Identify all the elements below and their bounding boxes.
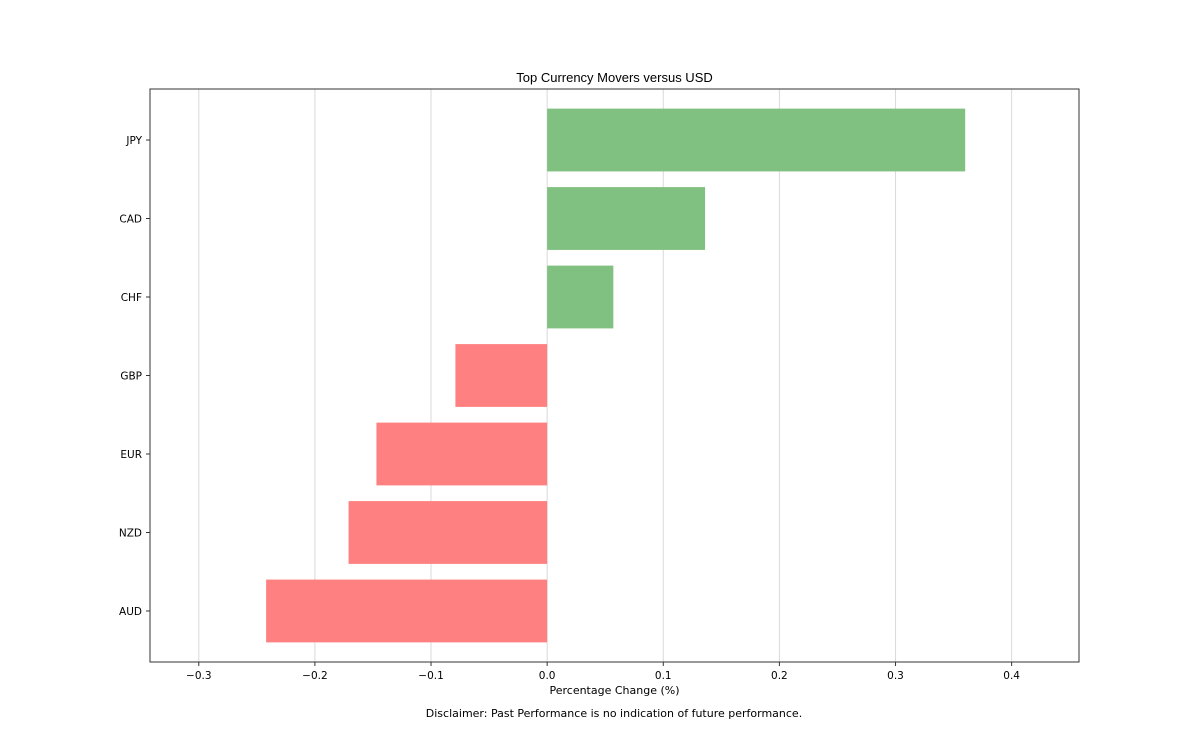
y-tick-label-aud: AUD: [119, 606, 142, 618]
y-tick-label-gbp: GBP: [120, 371, 142, 383]
x-tick-label-2: −0.1: [418, 670, 444, 682]
y-tick-label-chf: CHF: [121, 292, 142, 304]
x-tick-label-5: 0.2: [771, 670, 788, 682]
grid-lines: [198, 89, 1013, 662]
axis-ticks: −0.3 −0.2 −0.1 0.0 0.1 0.2 0.3 0.4 JPY CAD CHF GBP E…: [119, 135, 1020, 682]
bar-cad: [547, 187, 706, 250]
bar-chf: [547, 265, 614, 329]
plot-frame: [149, 88, 1080, 663]
y-tick-label-jpy: JPY: [125, 135, 142, 147]
x-tick-label-1: −0.2: [302, 670, 328, 682]
bar-jpy: [547, 108, 966, 172]
bar-gbp: [455, 344, 548, 407]
bars: [266, 108, 966, 643]
chart-title: Top Currency Movers versus USD: [516, 70, 713, 85]
x-tick-label-7: 0.4: [1003, 670, 1020, 682]
bar-eur: [376, 422, 548, 486]
x-tick-label-0: −0.3: [186, 670, 212, 682]
x-tick-label-3: 0.0: [539, 670, 556, 682]
x-tick-label-4: 0.1: [655, 670, 672, 682]
y-tick-label-eur: EUR: [120, 449, 142, 461]
bar-nzd: [348, 501, 548, 564]
bar-aud: [266, 579, 548, 643]
y-tick-label-cad: CAD: [119, 214, 142, 226]
x-axis-label: Percentage Change (%): [549, 684, 679, 697]
y-tick-label-nzd: NZD: [119, 527, 142, 539]
x-tick-label-6: 0.3: [887, 670, 904, 682]
disclaimer-footnote: Disclaimer: Past Performance is no indic…: [426, 707, 802, 720]
